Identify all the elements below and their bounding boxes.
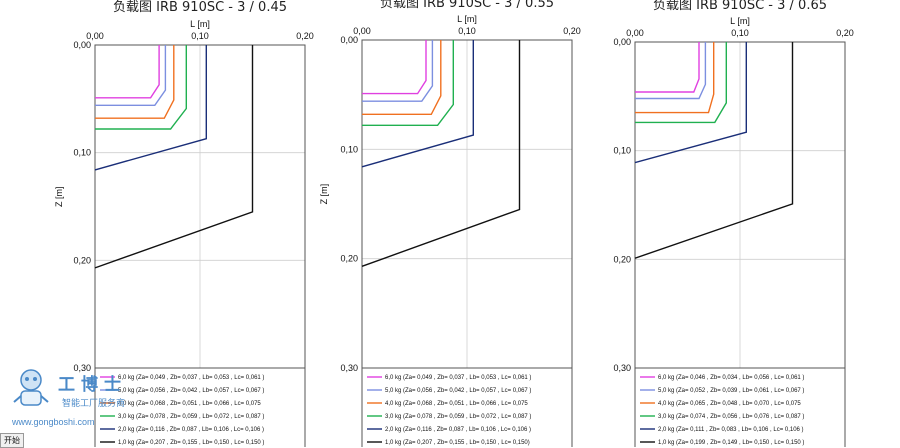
series-line-3 xyxy=(95,45,188,130)
legend-entry: 6,0 kg (Za= 0,049 , Zb= 0,037 , Lb= 0,05… xyxy=(385,375,531,381)
series-line-2 xyxy=(635,42,715,114)
x-axis-label: L [m] xyxy=(457,14,477,24)
legend-entry: 4,0 kg (Za= 0,065 , Zb= 0,048 , Lb= 0,07… xyxy=(658,401,801,407)
y-tick-label: 0,10 xyxy=(613,146,631,156)
load-chart-0-65: 负载图 IRB 910SC - 3 / 0.65 L [m] 0,00 0,10 0,2… xyxy=(613,0,854,447)
series-line-1 xyxy=(95,45,167,107)
x-tick-label: 0,00 xyxy=(626,28,644,38)
x-tick-label: 0,10 xyxy=(731,28,749,38)
y-tick-label: 0,20 xyxy=(613,254,631,264)
load-chart-0-45: 负载图 IRB 910SC - 3 / 0.45L [m]Z [m]0,00 0,… xyxy=(54,0,314,447)
legend-box xyxy=(94,367,306,447)
legend-entry: 6,0 kg (Za= 0,046 , Zb= 0,034 , Lb= 0,05… xyxy=(658,375,804,381)
chart-title: 负载图 IRB 910SC - 3 / 0.45 xyxy=(113,0,287,15)
y-tick-label: 0,30 xyxy=(73,363,91,373)
series-line-4 xyxy=(361,40,475,168)
legend-entry: 2,0 kg (Za= 0,116 , Zb= 0,087 , Lb= 0,10… xyxy=(118,427,264,433)
y-tick-label: 0,20 xyxy=(73,255,91,265)
series-line-1 xyxy=(362,40,434,102)
load-chart-0-55: 负载图 IRB 910SC - 3 / 0.55L [m]Z [m]0,00 0,… xyxy=(319,0,581,447)
y-tick-label: 0,10 xyxy=(340,144,358,154)
legend-entry: 2,0 kg (Za= 0,116 , Zb= 0,087 , Lb= 0,10… xyxy=(385,427,531,433)
watermark-url: www.gongboshi.com xyxy=(12,417,95,427)
series-line-3 xyxy=(362,40,455,127)
chart-title: 负载图 IRB 910SC - 3 / 0.55 xyxy=(380,0,554,11)
legend-entry: 5,0 kg (Za= 0,056 , Zb= 0,042 , Lb= 0,05… xyxy=(385,388,531,394)
y-axis-label: Z [m] xyxy=(54,187,64,208)
series-line-2 xyxy=(95,45,175,119)
watermark: 工博士 智能工厂服务商 www.gongboshi.com xyxy=(6,366,156,427)
series-line-0 xyxy=(95,45,160,99)
legend-entry: 4,0 kg (Za= 0,068 , Zb= 0,051 , Lb= 0,06… xyxy=(385,401,528,407)
legend-entry: 3,0 kg (Za= 0,078 , Zb= 0,059 , Lb= 0,07… xyxy=(385,414,531,420)
y-tick-label: 0,30 xyxy=(613,363,631,373)
x-axis-label: L [m] xyxy=(730,16,750,26)
series-line-4 xyxy=(94,45,208,171)
legend-entry: 3,0 kg (Za= 0,078 , Zb= 0,059 , Lb= 0,07… xyxy=(118,414,264,420)
legend-entry: 2,0 kg (Za= 0,111 , Zb= 0,083 , Lb= 0,10… xyxy=(658,427,804,433)
series-line-5 xyxy=(634,42,794,259)
y-tick-label: 0,00 xyxy=(613,37,631,47)
x-tick-label: 0,10 xyxy=(458,26,476,36)
series-line-0 xyxy=(635,42,700,93)
legend-entry: 1,0 kg (Za= 0,207 , Zb= 0,155 , Lb= 0,15… xyxy=(385,440,530,446)
legend-entry: 1,0 kg (Za= 0,199 , Zb= 0,149 , Lb= 0,15… xyxy=(658,440,804,446)
series-line-5 xyxy=(361,40,521,267)
chart-title: 负载图 IRB 910SC - 3 / 0.65 xyxy=(653,0,827,13)
y-tick-label: 0,10 xyxy=(73,148,91,158)
legend-box xyxy=(361,367,573,447)
series-line-5 xyxy=(94,45,254,269)
legend-entry: 1,0 kg (Za= 0,207 , Zb= 0,155 , Lb= 0,15… xyxy=(118,440,264,446)
y-tick-label: 0,20 xyxy=(340,254,358,264)
legend-box xyxy=(634,367,846,447)
y-axis-label: Z [m] xyxy=(319,184,329,205)
x-tick-label: 0,00 xyxy=(353,26,371,36)
legend-entry: 4,0 kg (Za= 0,068 , Zb= 0,051 , Lb= 0,06… xyxy=(118,401,261,407)
watermark-title: 工博士 xyxy=(58,375,127,395)
x-axis-label: L [m] xyxy=(190,19,210,29)
watermark-subtitle: 智能工厂服务商 xyxy=(62,399,126,409)
series-line-2 xyxy=(362,40,442,116)
x-tick-label: 0,10 xyxy=(191,31,209,41)
x-tick-label: 0,20 xyxy=(563,26,581,36)
y-tick-label: 0,00 xyxy=(340,35,358,45)
legend-entry: 5,0 kg (Za= 0,052 , Zb= 0,039 , Lb= 0,06… xyxy=(658,388,804,394)
start-button[interactable]: 开始 xyxy=(0,433,24,448)
x-tick-label: 0,00 xyxy=(86,31,104,41)
series-line-3 xyxy=(635,42,728,124)
series-line-0 xyxy=(362,40,427,95)
robot-mascot-icon xyxy=(13,369,49,406)
x-tick-label: 0,20 xyxy=(836,28,854,38)
series-line-1 xyxy=(635,42,707,100)
legend-entry: 3,0 kg (Za= 0,074 , Zb= 0,056 , Lb= 0,07… xyxy=(658,414,804,420)
series-line-4 xyxy=(634,42,748,164)
legend-entry: 6,0 kg (Za= 0,049 , Zb= 0,037 , Lb= 0,05… xyxy=(118,375,264,381)
x-tick-label: 0,20 xyxy=(296,31,314,41)
legend-entry: 5,0 kg (Za= 0,056 , Zb= 0,042 , Lb= 0,05… xyxy=(118,388,264,394)
y-tick-label: 0,30 xyxy=(340,363,358,373)
y-tick-label: 0,00 xyxy=(73,40,91,50)
